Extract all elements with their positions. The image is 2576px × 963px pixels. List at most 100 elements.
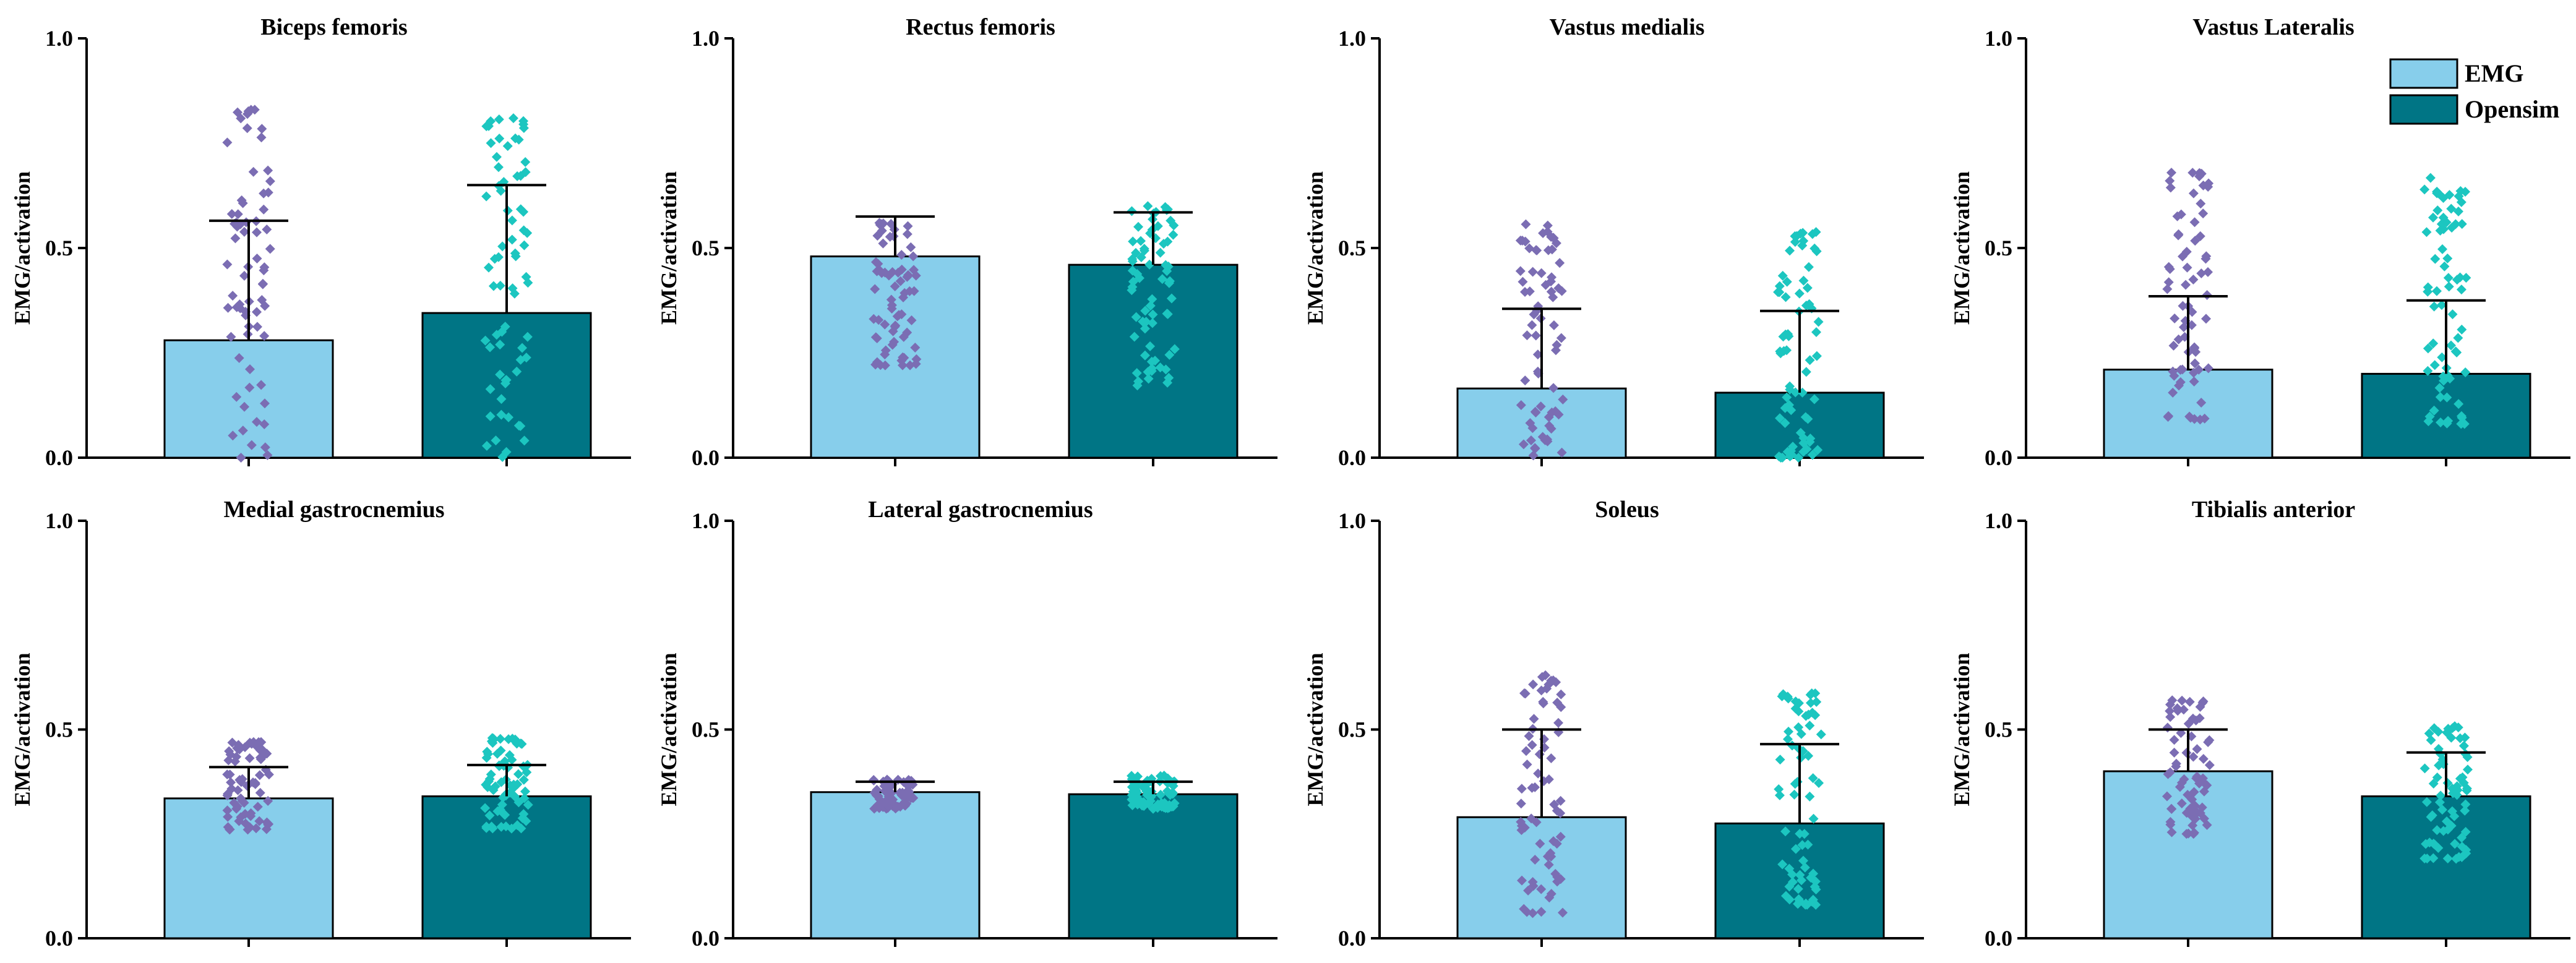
data-point bbox=[2177, 695, 2187, 706]
data-point bbox=[2450, 346, 2461, 357]
data-point bbox=[1785, 384, 1795, 395]
panel-rectus-femoris: Rectus femoris EMG/activation 0.0 0.5 1.0 bbox=[656, 14, 1277, 470]
data-point bbox=[1799, 829, 1810, 839]
data-point bbox=[222, 137, 233, 148]
data-point bbox=[2435, 225, 2445, 236]
data-point bbox=[1143, 367, 1153, 377]
data-point bbox=[518, 207, 529, 217]
data-point bbox=[2173, 334, 2184, 345]
data-point bbox=[2190, 358, 2200, 369]
y-tick-label: 0.5 bbox=[692, 717, 719, 742]
data-point bbox=[238, 426, 248, 436]
data-point bbox=[1552, 340, 1562, 350]
data-point bbox=[520, 786, 530, 797]
data-point bbox=[2457, 219, 2467, 229]
data-point bbox=[236, 452, 246, 463]
data-point bbox=[2430, 254, 2441, 264]
data-point bbox=[2436, 300, 2447, 310]
data-point bbox=[1798, 275, 1809, 286]
data-point bbox=[1798, 236, 1809, 246]
data-point bbox=[890, 281, 900, 291]
data-point bbox=[1520, 375, 1531, 386]
data-point bbox=[1527, 908, 1538, 918]
data-point bbox=[1131, 368, 1142, 379]
y-tick-label: 0.0 bbox=[45, 926, 73, 951]
data-point bbox=[1127, 771, 1137, 781]
data-point bbox=[233, 743, 243, 754]
data-point bbox=[490, 781, 500, 792]
data-point bbox=[1529, 309, 1539, 320]
data-point bbox=[483, 262, 494, 273]
data-point bbox=[239, 798, 249, 808]
data-point bbox=[1516, 400, 1526, 411]
data-point bbox=[1538, 698, 1548, 709]
data-point bbox=[251, 307, 262, 317]
data-point bbox=[2453, 206, 2463, 216]
data-point bbox=[2444, 190, 2455, 200]
data-point bbox=[2171, 758, 2181, 769]
data-point bbox=[2432, 773, 2442, 783]
data-point bbox=[895, 276, 906, 286]
data-point bbox=[1526, 813, 1537, 824]
data-point bbox=[1816, 729, 1826, 740]
data-point bbox=[1145, 341, 1156, 351]
data-point bbox=[2443, 273, 2454, 283]
data-point bbox=[2442, 418, 2452, 429]
data-point bbox=[2460, 367, 2471, 378]
data-point bbox=[1537, 432, 1548, 442]
data-point bbox=[908, 793, 919, 803]
data-point bbox=[496, 821, 507, 832]
data-point bbox=[518, 809, 529, 820]
data-point bbox=[516, 823, 526, 834]
data-point bbox=[513, 134, 524, 145]
data-point bbox=[495, 734, 505, 744]
data-point bbox=[233, 107, 243, 118]
data-point bbox=[1546, 232, 1556, 242]
data-point bbox=[2204, 760, 2215, 771]
data-point bbox=[263, 796, 273, 807]
data-point bbox=[518, 774, 529, 785]
data-point bbox=[481, 753, 492, 763]
data-point bbox=[1780, 418, 1790, 429]
data-point bbox=[2165, 263, 2175, 274]
data-point bbox=[1164, 372, 1174, 383]
data-point bbox=[510, 791, 520, 802]
data-point bbox=[1540, 670, 1551, 680]
data-point bbox=[2185, 413, 2196, 423]
data-point bbox=[2163, 277, 2174, 288]
data-point bbox=[1794, 288, 1805, 299]
data-point bbox=[519, 435, 530, 446]
data-point bbox=[1790, 696, 1801, 707]
data-point bbox=[486, 138, 496, 148]
data-point bbox=[1141, 786, 1152, 797]
data-point bbox=[228, 291, 238, 301]
data-point bbox=[906, 242, 916, 252]
legend: EMG Opensim bbox=[2389, 58, 2559, 125]
data-point bbox=[2194, 778, 2205, 789]
data-point bbox=[2189, 787, 2199, 797]
data-point bbox=[512, 366, 522, 377]
data-point bbox=[2442, 392, 2452, 403]
data-point bbox=[1774, 784, 1784, 794]
data-point bbox=[1517, 875, 1527, 886]
data-point bbox=[1547, 272, 1557, 283]
data-point bbox=[507, 283, 518, 294]
bar-opensim bbox=[1068, 793, 1239, 939]
data-point bbox=[2460, 799, 2471, 810]
data-point bbox=[254, 770, 265, 781]
data-point bbox=[1555, 795, 1566, 806]
y-tick-label: 0.5 bbox=[1338, 717, 1366, 742]
y-tick-label: 0.0 bbox=[1338, 926, 1366, 951]
data-point bbox=[1519, 904, 1529, 914]
panel-lateral-gastrocnemius: Lateral gastrocnemius EMG/activation 0.0 0.… bbox=[656, 497, 1277, 951]
data-point bbox=[491, 330, 502, 340]
data-point bbox=[2429, 405, 2439, 416]
data-point bbox=[1164, 349, 1175, 360]
y-tick-label: 0.0 bbox=[1338, 445, 1366, 470]
data-point bbox=[1544, 421, 1555, 431]
data-point bbox=[1803, 709, 1814, 720]
data-point bbox=[500, 810, 510, 820]
data-point bbox=[1790, 231, 1800, 241]
data-point bbox=[902, 229, 912, 239]
data-point bbox=[2184, 696, 2195, 707]
